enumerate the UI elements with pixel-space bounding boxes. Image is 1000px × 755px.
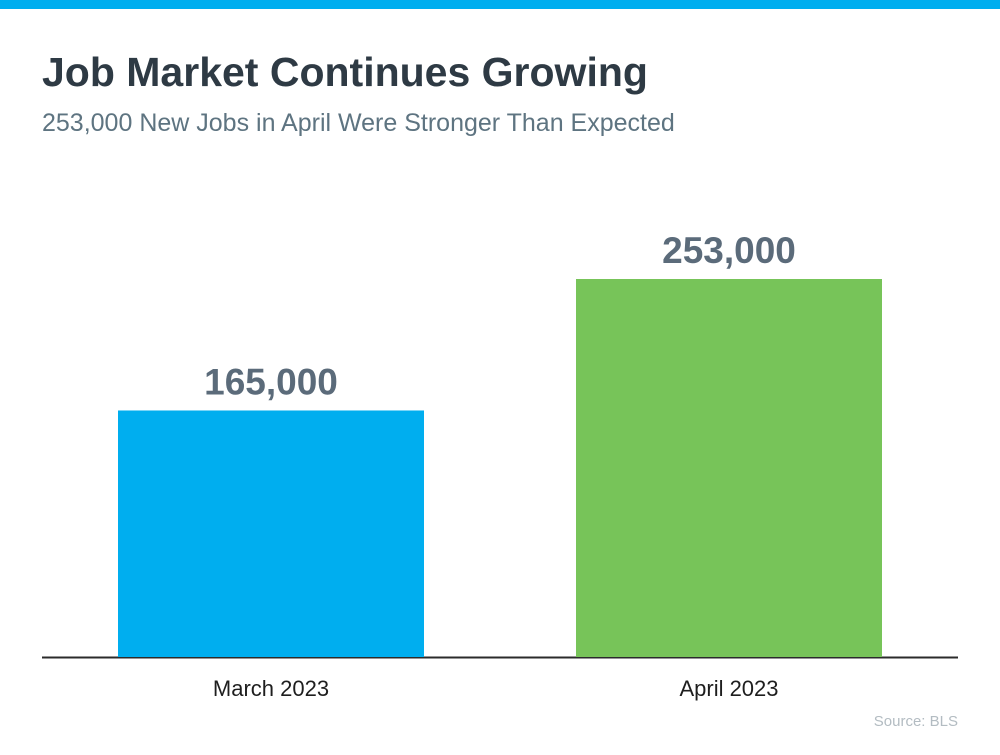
x-tick-label: April 2023 [679, 676, 778, 701]
source: Source: BLS [874, 713, 958, 730]
chart-subtitle: 253,000 New Jobs in April Were Stronger … [42, 109, 675, 137]
bar [576, 279, 882, 657]
x-tick-label: March 2023 [213, 676, 329, 701]
value-label: 253,000 [662, 230, 796, 271]
bar [118, 410, 424, 657]
top-stripe [0, 0, 1000, 9]
value-label: 165,000 [204, 361, 338, 402]
chart-title: Job Market Continues Growing [42, 49, 648, 95]
